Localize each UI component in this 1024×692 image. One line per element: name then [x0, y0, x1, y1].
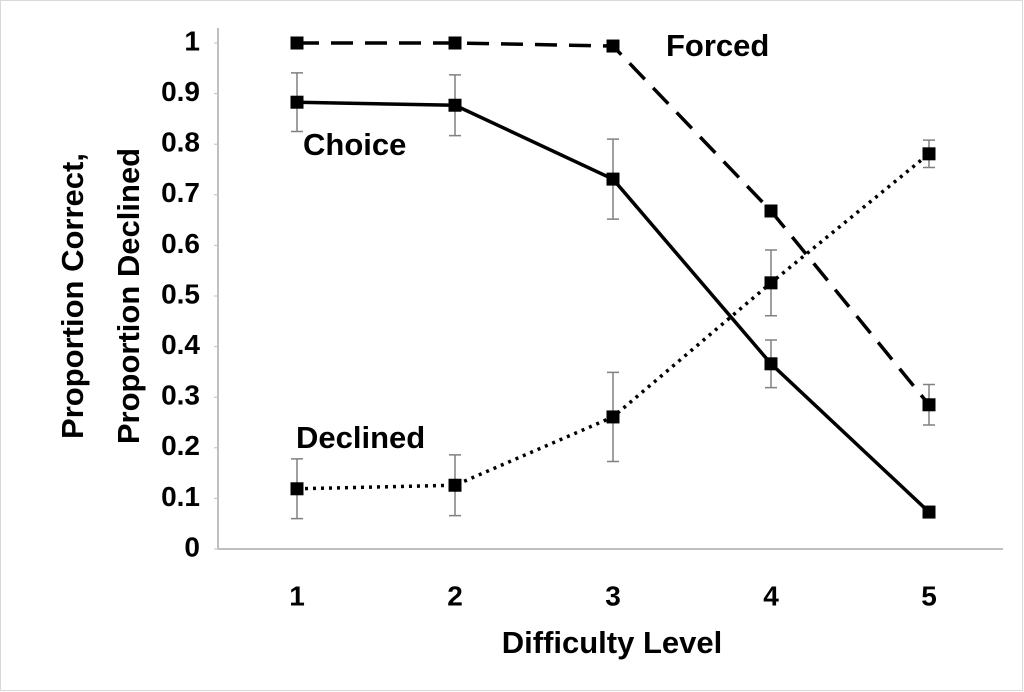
y-tick-label: 0.9: [161, 76, 200, 107]
y-axis-title: Proportion Declined: [111, 148, 146, 444]
y-tick-label: 0.1: [161, 481, 200, 512]
marker: [290, 482, 304, 496]
x-tick-label: 2: [447, 580, 463, 611]
marker: [764, 204, 778, 218]
marker: [290, 36, 304, 50]
marker: [922, 505, 936, 519]
y-tick-label: 0.4: [161, 329, 200, 360]
y-tick-label: 0.6: [161, 228, 200, 259]
marker: [448, 36, 462, 50]
x-tick-label: 3: [605, 580, 621, 611]
y-tick-label: 0.5: [161, 278, 200, 309]
marker: [606, 39, 620, 53]
y-tick-label: 0: [184, 531, 200, 562]
marker: [448, 98, 462, 112]
marker: [606, 172, 620, 186]
x-tick-label: 4: [763, 580, 779, 611]
y-axis-title: Proportion Correct,: [55, 153, 90, 439]
marker: [764, 276, 778, 290]
x-axis-title: Difficulty Level: [502, 625, 723, 660]
x-tick-label: 1: [289, 580, 305, 611]
series-label: Choice: [303, 127, 406, 162]
y-tick-label: 0.8: [161, 127, 200, 158]
series-label: Declined: [296, 420, 425, 455]
y-tick-label: 0.7: [161, 177, 200, 208]
marker: [606, 410, 620, 424]
marker: [764, 357, 778, 371]
marker: [922, 398, 936, 412]
y-tick-label: 1: [184, 25, 200, 56]
marker: [448, 478, 462, 492]
marker: [922, 147, 936, 161]
y-tick-label: 0.3: [161, 380, 200, 411]
marker: [290, 95, 304, 109]
x-tick-label: 5: [921, 580, 937, 611]
y-tick-label: 0.2: [161, 430, 200, 461]
series-label: Forced: [666, 28, 769, 63]
